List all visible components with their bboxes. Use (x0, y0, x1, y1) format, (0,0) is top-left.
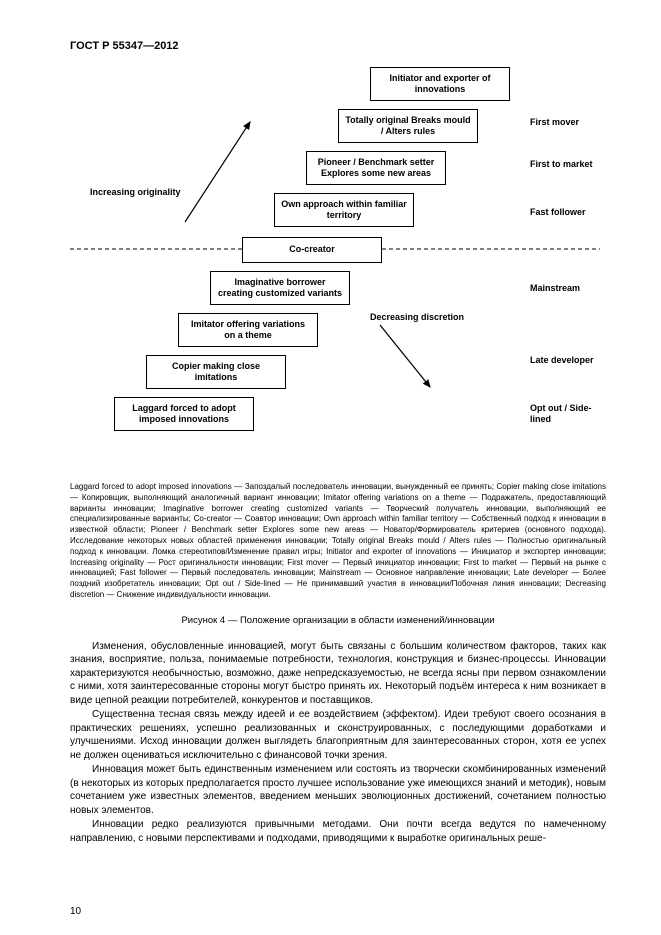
label-increasing-originality: Increasing originality (90, 187, 181, 197)
ladder-box-b7: Copier making close imitations (146, 355, 286, 389)
page-number: 10 (70, 906, 81, 917)
para-4: Инновации редко реализуются привычными м… (70, 818, 606, 845)
body-text: Изменения, обусловленные инновацией, мог… (70, 640, 606, 846)
right-label-r2: First to market (530, 159, 593, 170)
para-1: Изменения, обусловленные инновацией, мог… (70, 640, 606, 708)
right-label-r6: Opt out / Side-lined (530, 403, 600, 425)
figure-legend: Laggard forced to adopt imposed innovati… (70, 482, 606, 601)
ladder-box-b0: Initiator and exporter of innovations (370, 67, 510, 101)
right-label-r1: First mover (530, 117, 579, 128)
ladder-box-b6: Imitator offering variations on a theme (178, 313, 318, 347)
label-decreasing-discretion: Decreasing discretion (370, 312, 464, 322)
ladder-box-b8: Laggard forced to adopt imposed innovati… (114, 397, 254, 431)
figure-title: Рисунок 4 — Положение организации в обла… (70, 615, 606, 626)
ladder-box-b3: Own approach within familiar territory (274, 193, 414, 227)
ladder-box-b2: Pioneer / Benchmark setter Explores some… (306, 151, 446, 185)
right-label-r4: Mainstream (530, 283, 580, 294)
ladder-box-b4: Co-creator (242, 237, 382, 263)
right-label-r3: Fast follower (530, 207, 586, 218)
para-2: Существенна тесная связь между идеей и е… (70, 708, 606, 762)
doc-code: ГОСТ Р 55347—2012 (70, 40, 606, 52)
para-3: Инновация может быть единственным измене… (70, 763, 606, 817)
right-label-r5: Late developer (530, 355, 594, 366)
innovation-ladder-diagram: Increasing originality Decreasing discre… (70, 67, 600, 467)
ladder-box-b1: Totally original Breaks mould / Alters r… (338, 109, 478, 143)
ladder-box-b5: Imaginative borrower creating customized… (210, 271, 350, 305)
